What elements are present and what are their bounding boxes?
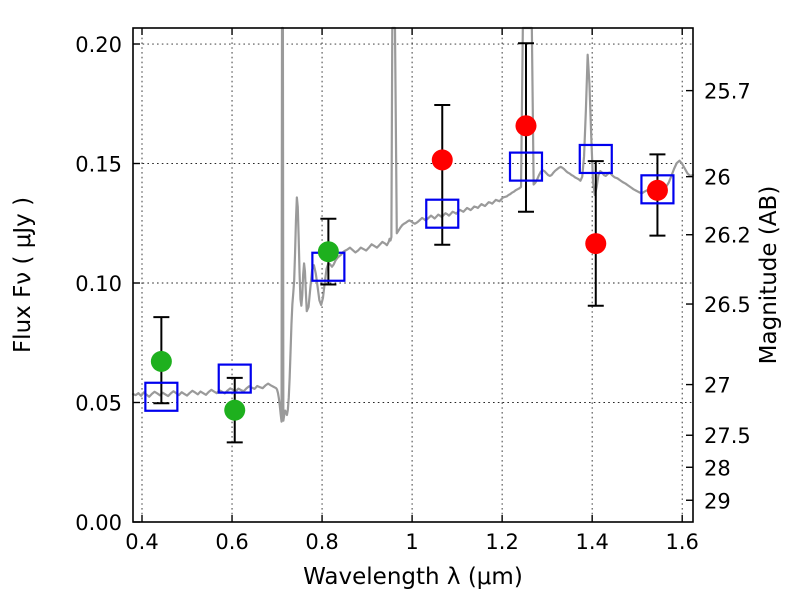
grid-lines: [133, 28, 693, 522]
model-photometry-square: [217, 363, 252, 394]
x-tick-label: 0.8: [305, 530, 338, 554]
model-photometry-square: [425, 198, 460, 229]
optical-photometry-point: [317, 241, 339, 263]
nir-photometry-point: [646, 179, 668, 201]
y-tick-label: 0.05: [75, 392, 122, 416]
y2-tick-label: 26.2: [704, 224, 751, 248]
model-spectrum-curve: [131, 26, 695, 423]
y-tick-label: 0.00: [75, 511, 122, 535]
y2-tick-label: 25.7: [704, 80, 751, 104]
optical-photometry-point: [224, 399, 246, 421]
nir-photometry-point: [431, 149, 453, 171]
x-tick-label: 1.4: [575, 530, 608, 554]
y2-tick-label: 28: [704, 456, 731, 480]
x-axis-label: Wavelength λ (μm): [303, 564, 523, 590]
model-photometry-square: [578, 143, 613, 175]
tick-labels: 0.4 0.6 0.8 1 1.2 1.4 1.6 0.00 0.05 0.10 0.15 0.20 2…: [75, 33, 751, 554]
y2-tick-label: 27: [704, 374, 731, 398]
secondary-y-axis-label: Magnitude (AB): [756, 186, 782, 365]
y-axis-label: Flux Fν ( μJy ): [10, 197, 36, 353]
x-tick-label: 1.6: [665, 530, 698, 554]
y-tick-label: 0.10: [75, 272, 122, 296]
x-tick-label: 1: [405, 530, 418, 554]
y2-tick-label: 26: [704, 166, 731, 190]
axes-frame: [132, 27, 694, 523]
optical-photometry-point: [150, 350, 172, 372]
y-tick-label: 0.15: [75, 153, 122, 177]
photometry-markers: [144, 42, 675, 444]
model-photometry-square: [508, 151, 544, 182]
x-tick-label: 0.4: [125, 530, 158, 554]
tick-marks: [133, 28, 693, 523]
x-tick-label: 1.2: [485, 530, 518, 554]
model-photometry-square: [144, 381, 179, 412]
nir-photometry-point: [515, 115, 537, 137]
spectrum-polyline: [131, 26, 695, 423]
y2-tick-label: 27.5: [704, 424, 751, 448]
y2-tick-label: 29: [704, 489, 731, 513]
y-tick-label: 0.20: [75, 33, 122, 57]
model-photometry-square: [640, 174, 675, 205]
x-tick-label: 0.6: [215, 530, 248, 554]
nir-photometry-point: [585, 233, 607, 255]
y2-tick-label: 26.5: [704, 293, 751, 317]
